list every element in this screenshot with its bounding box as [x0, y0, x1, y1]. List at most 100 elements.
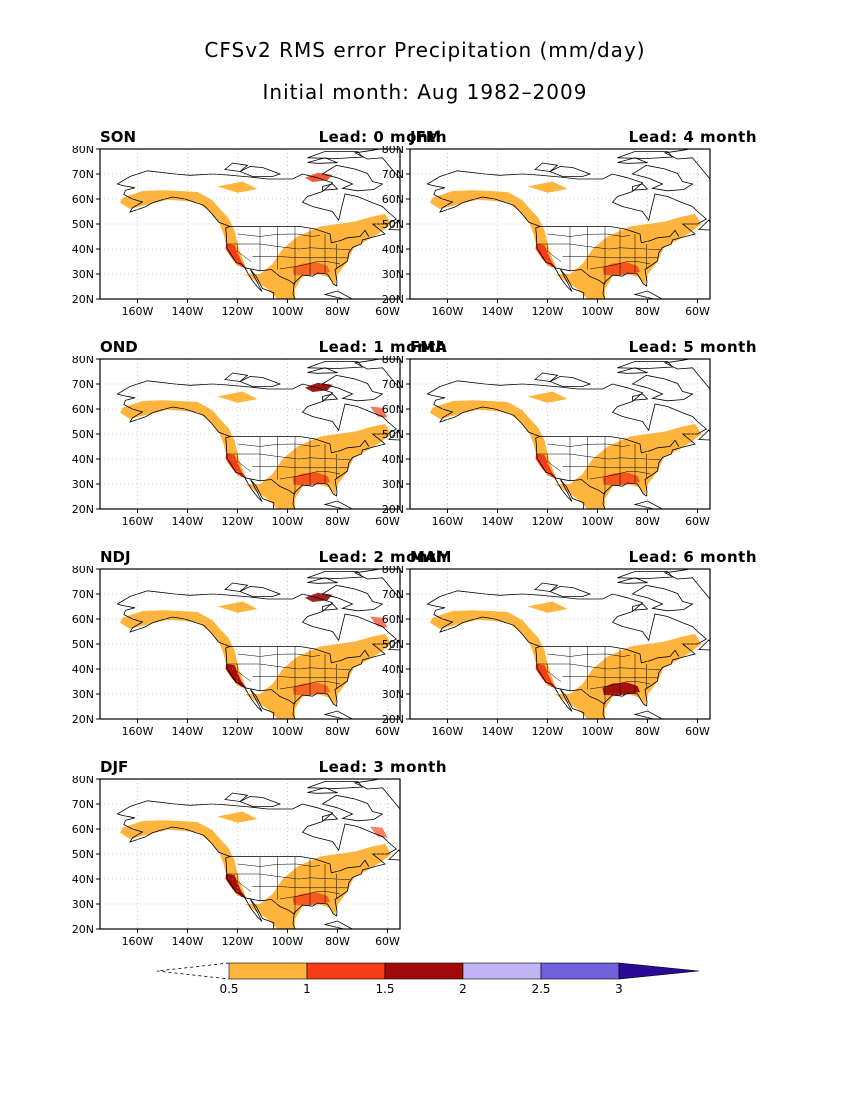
- error-field-area: [245, 634, 392, 719]
- lat-tick-label: 30N: [72, 478, 94, 491]
- panel-lead-label: Lead: 2 month: [318, 548, 447, 566]
- lat-tick-label: 80N: [72, 776, 94, 786]
- lon-tick-label: 100W: [272, 515, 304, 528]
- state-border: [547, 454, 562, 472]
- lat-tick-label: 80N: [72, 146, 94, 156]
- lat-tick-label: 30N: [72, 688, 94, 701]
- lat-tick-label: 50N: [72, 638, 94, 651]
- error-field-area: [370, 616, 388, 628]
- panel-season-label: NDJ: [100, 548, 131, 566]
- coastline: [388, 639, 400, 651]
- coastline: [534, 372, 559, 382]
- lon-tick-label: 120W: [222, 305, 254, 318]
- error-field-area: [120, 190, 245, 266]
- state-border: [237, 443, 321, 447]
- state-border: [237, 454, 252, 472]
- lat-tick-label: 20N: [72, 503, 94, 516]
- error-field-area: [370, 406, 388, 418]
- country-border: [244, 897, 295, 915]
- lat-tick-label: 70N: [72, 588, 94, 601]
- lat-tick-label: 60N: [72, 193, 94, 206]
- coastline: [116, 590, 397, 719]
- colorbar-over-arrow: [618, 962, 700, 980]
- error-field-area: [120, 610, 245, 686]
- lon-tick-label: 60W: [375, 935, 400, 948]
- country-border: [554, 477, 605, 495]
- lat-tick-label: 60N: [382, 193, 404, 206]
- precip-error-map: 80N 70N 60N 50N 40N 30N 20N 160W 140W 120W 100W 80W…: [72, 566, 401, 738]
- lon-tick-label: 80W: [325, 935, 350, 948]
- state-border: [237, 244, 252, 262]
- map-panel-son: SON Lead: 0 month 80N 70N 60N 50N 40N 30N 20N 160…: [72, 128, 447, 323]
- country-border: [244, 477, 295, 495]
- error-field-area: [225, 454, 247, 478]
- panel-lead-label: Lead: 5 month: [628, 338, 757, 356]
- colorbar-label: 2: [459, 982, 467, 996]
- state-border: [562, 466, 658, 469]
- lon-tick-label: 160W: [122, 935, 154, 948]
- state-border: [589, 681, 651, 690]
- lat-tick-label: 40N: [382, 663, 404, 676]
- panel-lead-label: Lead: 1 month: [318, 338, 447, 356]
- lat-tick-label: 30N: [382, 268, 404, 281]
- lon-tick-label: 120W: [532, 305, 564, 318]
- state-border: [237, 233, 321, 237]
- coastline: [307, 151, 364, 159]
- coastline: [426, 380, 707, 509]
- lon-tick-label: 120W: [532, 725, 564, 738]
- lat-tick-label: 20N: [382, 293, 404, 306]
- lat-tick-label: 50N: [382, 218, 404, 231]
- error-field-area: [120, 400, 245, 476]
- lon-tick-label: 120W: [222, 935, 254, 948]
- state-border: [279, 891, 341, 900]
- lat-tick-label: 40N: [72, 873, 94, 886]
- colorbar-bin: [306, 962, 386, 980]
- precip-error-map: 80N 70N 60N 50N 40N 30N 20N 160W 140W 120W 100W 80W…: [72, 146, 401, 318]
- lat-tick-label: 80N: [72, 356, 94, 366]
- lon-tick-label: 160W: [122, 305, 154, 318]
- coastline: [323, 710, 354, 719]
- lat-tick-label: 30N: [382, 478, 404, 491]
- coastline: [224, 162, 249, 172]
- lat-tick-label: 70N: [382, 378, 404, 391]
- colorbar-bin: [228, 962, 308, 980]
- figure-title: CFSv2 RMS error Precipitation (mm/day): [204, 38, 646, 62]
- lat-tick-label: 50N: [382, 428, 404, 441]
- coastline: [224, 372, 249, 382]
- state-border: [547, 653, 631, 657]
- lat-tick-label: 20N: [72, 293, 94, 306]
- country-border: [554, 687, 605, 705]
- coastline: [698, 639, 710, 651]
- error-field-area: [602, 682, 640, 696]
- coastline: [617, 157, 648, 164]
- coastline: [353, 569, 400, 600]
- map-panel-jfm: JFM Lead: 4 month 80N 70N 60N 50N 40N 30N 20N 160…: [382, 128, 757, 323]
- state-border: [237, 874, 252, 892]
- coastline: [663, 569, 710, 600]
- lat-tick-label: 40N: [72, 663, 94, 676]
- lat-tick-label: 80N: [382, 356, 404, 366]
- country-border: [230, 646, 370, 664]
- panel-season-label: MAM: [410, 548, 452, 566]
- country-border: [244, 687, 295, 705]
- state-border: [252, 256, 348, 259]
- error-field-area: [217, 601, 258, 613]
- panel-season-label: DJF: [100, 758, 129, 776]
- coastline: [549, 586, 592, 597]
- lon-tick-label: 80W: [325, 725, 350, 738]
- coastline: [617, 367, 648, 374]
- coastline: [633, 290, 664, 299]
- country-border: [540, 646, 680, 664]
- coastline: [549, 166, 592, 177]
- country-border: [230, 856, 370, 874]
- precip-error-map: 80N 70N 60N 50N 40N 30N 20N 160W 140W 120W 100W 80W…: [382, 356, 711, 528]
- lat-tick-label: 60N: [72, 613, 94, 626]
- coastline: [534, 162, 559, 172]
- country-border: [540, 436, 680, 454]
- lat-tick-label: 60N: [72, 403, 94, 416]
- coastline: [323, 290, 354, 299]
- lon-tick-label: 140W: [482, 725, 514, 738]
- coastline: [698, 219, 710, 231]
- lon-tick-label: 140W: [172, 305, 204, 318]
- lat-tick-label: 20N: [382, 713, 404, 726]
